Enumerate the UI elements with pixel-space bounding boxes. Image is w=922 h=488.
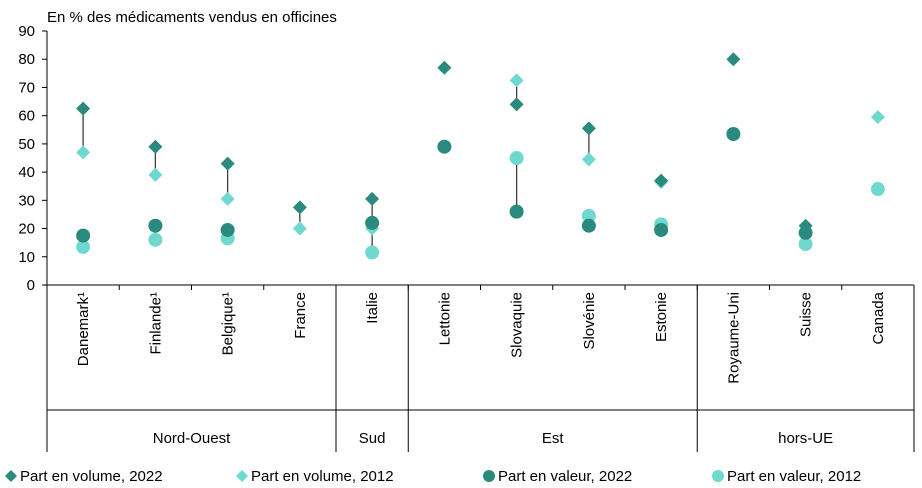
chart-title: En % des médicaments vendus en officines <box>47 9 337 26</box>
legend-label: Part en volume, 2012 <box>251 468 394 485</box>
y-tick-label: 50 <box>18 136 35 153</box>
category-label: Royaume-Uni <box>725 292 742 384</box>
data-point <box>148 167 163 182</box>
category-label: Italie <box>364 292 381 324</box>
data-point <box>509 204 524 219</box>
legend-label: Part en valeur, 2012 <box>727 468 861 485</box>
data-point <box>726 127 741 142</box>
data-point <box>798 237 813 252</box>
legend-marker <box>483 470 495 482</box>
category-label: Slovénie <box>581 292 598 350</box>
y-tick-label: 90 <box>18 23 35 40</box>
data-point <box>292 221 307 236</box>
y-tick-label: 70 <box>18 79 35 96</box>
category-label: Slovaquie <box>509 292 526 358</box>
category-label: France <box>292 292 309 339</box>
data-point <box>148 139 163 154</box>
y-tick-label: 10 <box>18 249 35 266</box>
data-point <box>365 215 380 230</box>
data-point <box>365 245 380 260</box>
category-label: Finlande¹ <box>147 292 164 355</box>
legend-marker <box>5 470 17 482</box>
y-tick-label: 60 <box>18 108 35 125</box>
data-point <box>870 182 885 197</box>
legend-label: Part en valeur, 2022 <box>498 468 632 485</box>
data-point <box>509 73 524 88</box>
data-point <box>581 121 596 136</box>
y-tick-label: 0 <box>27 277 35 294</box>
legend-marker <box>712 470 724 482</box>
plot-area: 0 10 20 30 40 50 60 70 80 90 Nord-Ouest Sud Est hors-… <box>18 23 915 452</box>
y-tick-label: 20 <box>18 221 35 238</box>
data-point <box>509 97 524 112</box>
data-point <box>365 191 380 206</box>
data-point <box>654 222 669 237</box>
data-point <box>76 101 91 116</box>
data-point <box>220 191 235 206</box>
category-label: Lettonie <box>436 292 453 345</box>
data-point <box>148 232 163 247</box>
data-point <box>581 208 596 223</box>
y-tick-label: 80 <box>18 51 35 68</box>
category-label: Suisse <box>798 292 815 337</box>
data-point <box>798 225 813 240</box>
data-point <box>581 152 596 167</box>
category-label: Danemark¹ <box>75 292 92 366</box>
group-label: Sud <box>359 430 386 447</box>
data-point <box>220 156 235 171</box>
y-tick-label: 30 <box>18 192 35 209</box>
category-label: Canada <box>870 291 887 344</box>
group-label: Nord-Ouest <box>153 430 231 447</box>
category-label: Estonie <box>653 292 670 342</box>
data-point <box>726 52 741 67</box>
data-point <box>148 218 163 233</box>
data-point <box>292 200 307 215</box>
data-point <box>581 218 596 233</box>
legend-marker <box>236 470 248 482</box>
data-point <box>654 173 669 188</box>
data-point <box>437 60 452 75</box>
data-point <box>220 222 235 237</box>
data-point <box>509 151 524 165</box>
group-label: Est <box>542 430 565 447</box>
data-point <box>76 239 91 254</box>
legend: Part en volume, 2022 Part en volume, 2012… <box>5 468 861 485</box>
data-point <box>76 228 91 243</box>
data-point <box>870 110 885 125</box>
legend-label: Part en volume, 2022 <box>20 468 163 485</box>
data-point <box>437 139 452 154</box>
y-tick-label: 40 <box>18 164 35 181</box>
data-point <box>76 145 91 160</box>
category-label: Belgique¹ <box>220 292 237 355</box>
group-label: hors-UE <box>778 430 833 447</box>
